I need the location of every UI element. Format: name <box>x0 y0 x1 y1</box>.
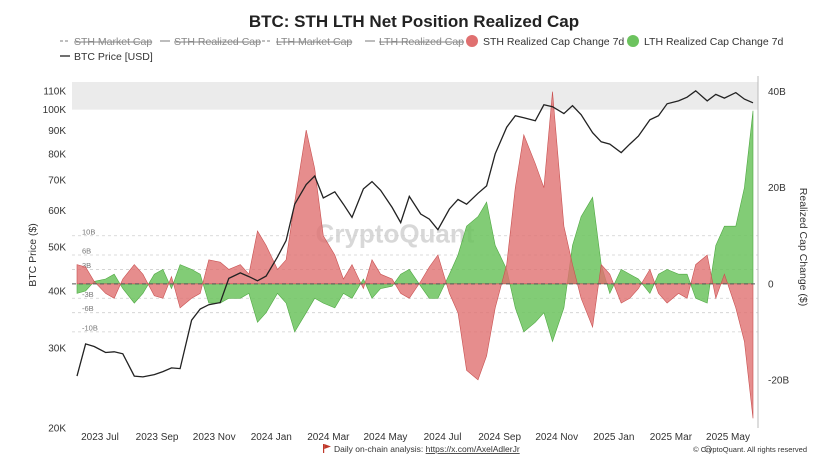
legend-item-2: LTH Market Cap <box>276 36 352 48</box>
area-series <box>76 91 754 419</box>
y2-tick-label: -20B <box>768 375 789 386</box>
right-axis-ticks: 40B 20B 0 -20B <box>768 87 789 386</box>
x-tick-label: 2023 Sep <box>136 432 179 443</box>
y2-axis-title: Realized Cap Change ($) <box>797 188 809 306</box>
y-tick-label: 110K <box>43 86 66 97</box>
flag-icon <box>323 444 331 453</box>
ref-label-2: 3B <box>82 261 91 270</box>
y-tick-label: 60K <box>48 206 66 217</box>
x-tick-label: 2024 Sep <box>478 432 521 443</box>
legend: STH Market Cap STH Realized Cap LTH Market… <box>60 35 783 63</box>
legend-item-4: STH Realized Cap Change 7d <box>483 36 624 48</box>
x-tick-label: 2025 Mar <box>650 432 693 443</box>
legend-item-0: STH Market Cap <box>74 36 152 48</box>
y2-tick-label: 40B <box>768 87 786 98</box>
footer-prefix: Daily on-chain analysis: <box>334 444 426 454</box>
ref-label-4: -6B <box>82 304 94 313</box>
x-tick-label: 2023 Jul <box>81 432 119 443</box>
x-tick-label: 2025 May <box>706 432 750 443</box>
x-tick-label: 2024 Nov <box>535 432 578 443</box>
ref-label-0: 10B <box>82 227 95 236</box>
series-btc-price <box>76 89 754 378</box>
shaded-region-above-100k <box>72 82 758 110</box>
y2-tick-label: 20B <box>768 183 786 194</box>
left-axis-ticks: 110K 100K 90K 80K 70K 60K 50K 40K 30K 20K <box>43 86 67 434</box>
y2-tick-label: 0 <box>768 279 774 290</box>
x-axis-ticks: 2023 Jul 2023 Sep 2023 Nov 2024 Jan 2024 Mar… <box>81 432 750 443</box>
copyright-icon <box>704 445 712 453</box>
legend-item-3: LTH Realized Cap <box>379 36 464 48</box>
x-tick-label: 2023 Nov <box>193 432 236 443</box>
legend-item-5: LTH Realized Cap Change 7d <box>644 36 783 48</box>
chart-title: BTC: STH LTH Net Position Realized Cap <box>249 12 579 31</box>
legend-swatch-4 <box>466 35 478 47</box>
ref-label-3: -3B <box>82 290 94 299</box>
legend-item-6: BTC Price [USD] <box>74 51 153 63</box>
y-tick-label: 100K <box>43 105 67 116</box>
legend-item-1: STH Realized Cap <box>174 36 261 48</box>
y-tick-label: 50K <box>48 242 66 253</box>
x-tick-label: 2024 May <box>363 432 407 443</box>
y-tick-label: 30K <box>48 343 66 354</box>
x-tick-label: 2024 Jul <box>424 432 462 443</box>
y-tick-label: 90K <box>48 126 66 137</box>
y-tick-label: 70K <box>48 176 66 187</box>
ref-label-1: 6B <box>82 247 91 256</box>
series-sth-area <box>76 91 754 419</box>
footer: Daily on-chain analysis: https://x.com/A… <box>323 444 807 454</box>
plot-area: CryptoQuant 10B 6B 3B -3B -6B -10B <box>72 76 759 428</box>
footer-credit: © CryptoQuant. All rights reserved <box>693 445 807 454</box>
y-axis-title: BTC Price ($) <box>27 223 39 287</box>
x-tick-label: 2024 Jan <box>251 432 292 443</box>
legend-swatch-5 <box>627 35 639 47</box>
y-tick-label: 20K <box>48 424 66 435</box>
x-tick-label: 2025 Jan <box>593 432 634 443</box>
ref-label-5: -10B <box>82 323 98 332</box>
x-tick-label: 2024 Mar <box>307 432 350 443</box>
footer-text: Daily on-chain analysis: https://x.com/A… <box>334 444 520 454</box>
watermark: CryptoQuant <box>316 219 475 249</box>
y-tick-label: 40K <box>48 286 66 297</box>
y-tick-label: 80K <box>48 149 66 160</box>
footer-link[interactable]: https://x.com/AxelAdlerJr <box>426 444 520 454</box>
